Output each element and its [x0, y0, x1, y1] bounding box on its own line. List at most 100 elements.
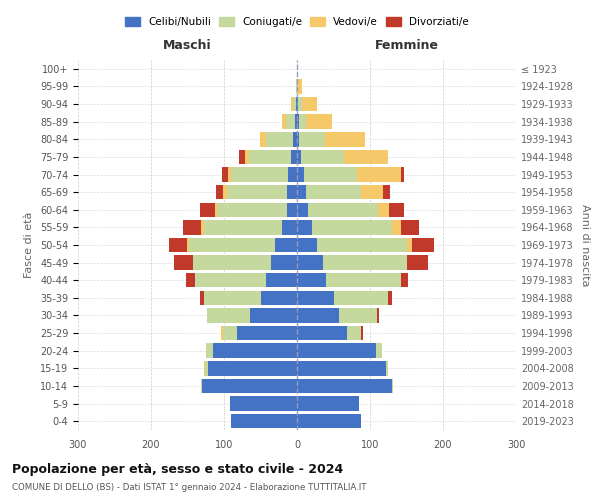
Bar — [186, 273, 195, 287]
Bar — [383, 185, 391, 200]
Bar — [347, 326, 361, 340]
Bar — [287, 202, 297, 217]
Bar — [377, 308, 379, 322]
Bar — [193, 256, 271, 270]
Bar — [297, 273, 326, 287]
Bar — [297, 256, 323, 270]
Bar — [206, 344, 213, 358]
Bar — [340, 308, 377, 322]
Bar — [388, 290, 392, 305]
Bar — [301, 150, 344, 164]
Bar — [297, 185, 306, 200]
Bar — [230, 396, 297, 411]
Bar — [203, 361, 205, 376]
Bar — [378, 202, 389, 217]
Bar — [239, 150, 245, 164]
Bar — [401, 220, 419, 234]
Bar — [323, 256, 407, 270]
Bar — [205, 361, 208, 376]
Bar — [334, 290, 388, 305]
Legend: Celibi/Nubili, Coniugati/e, Vedovi/e, Divorziati/e: Celibi/Nubili, Coniugati/e, Vedovi/e, Di… — [125, 17, 469, 28]
Bar — [389, 202, 404, 217]
Bar — [297, 79, 298, 94]
Bar — [287, 185, 297, 200]
Bar — [307, 114, 332, 129]
Bar — [189, 238, 275, 252]
Bar — [260, 290, 297, 305]
Bar — [326, 273, 401, 287]
Bar — [308, 202, 378, 217]
Bar — [298, 97, 302, 112]
Bar — [304, 168, 357, 181]
Bar — [288, 168, 297, 181]
Bar — [297, 202, 308, 217]
Bar — [401, 168, 404, 181]
Bar — [203, 290, 260, 305]
Bar — [299, 114, 307, 129]
Bar — [200, 202, 215, 217]
Bar — [296, 97, 297, 112]
Bar — [266, 132, 293, 146]
Bar — [232, 414, 297, 428]
Bar — [175, 256, 193, 270]
Bar — [376, 344, 382, 358]
Bar — [200, 378, 202, 393]
Bar — [216, 185, 223, 200]
Bar — [291, 150, 297, 164]
Text: Maschi: Maschi — [163, 39, 212, 52]
Bar — [407, 238, 412, 252]
Bar — [223, 185, 227, 200]
Bar — [325, 132, 365, 146]
Bar — [357, 168, 401, 181]
Bar — [283, 114, 286, 129]
Bar — [296, 79, 297, 94]
Bar — [297, 132, 299, 146]
Bar — [297, 308, 340, 322]
Bar — [208, 361, 297, 376]
Bar — [295, 114, 297, 129]
Bar — [297, 238, 317, 252]
Bar — [207, 308, 250, 322]
Bar — [227, 185, 287, 200]
Bar — [200, 290, 203, 305]
Y-axis label: Anni di nascita: Anni di nascita — [580, 204, 590, 286]
Bar — [297, 378, 392, 393]
Bar — [169, 238, 187, 252]
Bar — [202, 378, 297, 393]
Bar — [183, 220, 202, 234]
Bar — [297, 150, 301, 164]
Text: COMUNE DI DELLO (BS) - Dati ISTAT 1° gennaio 2024 - Elaborazione TUTTITALIA.IT: COMUNE DI DELLO (BS) - Dati ISTAT 1° gen… — [12, 482, 367, 492]
Bar — [223, 326, 237, 340]
Bar — [217, 202, 287, 217]
Bar — [297, 361, 386, 376]
Bar — [297, 220, 311, 234]
Bar — [297, 344, 376, 358]
Bar — [291, 97, 293, 112]
Bar — [297, 290, 334, 305]
Bar — [407, 256, 428, 270]
Bar — [215, 202, 217, 217]
Bar — [361, 185, 383, 200]
Bar — [297, 326, 347, 340]
Bar — [286, 114, 295, 129]
Bar — [266, 273, 297, 287]
Bar — [297, 168, 304, 181]
Bar — [297, 414, 361, 428]
Text: Popolazione per età, sesso e stato civile - 2024: Popolazione per età, sesso e stato civil… — [12, 462, 343, 475]
Bar — [293, 132, 297, 146]
Bar — [311, 220, 392, 234]
Bar — [202, 220, 203, 234]
Text: Femmine: Femmine — [374, 39, 439, 52]
Bar — [386, 361, 388, 376]
Bar — [213, 344, 297, 358]
Bar — [249, 150, 291, 164]
Bar — [302, 97, 317, 112]
Bar — [317, 238, 407, 252]
Bar — [293, 97, 296, 112]
Bar — [299, 132, 325, 146]
Bar — [361, 326, 362, 340]
Y-axis label: Fasce di età: Fasce di età — [25, 212, 34, 278]
Bar — [283, 220, 297, 234]
Bar — [237, 326, 297, 340]
Bar — [271, 256, 297, 270]
